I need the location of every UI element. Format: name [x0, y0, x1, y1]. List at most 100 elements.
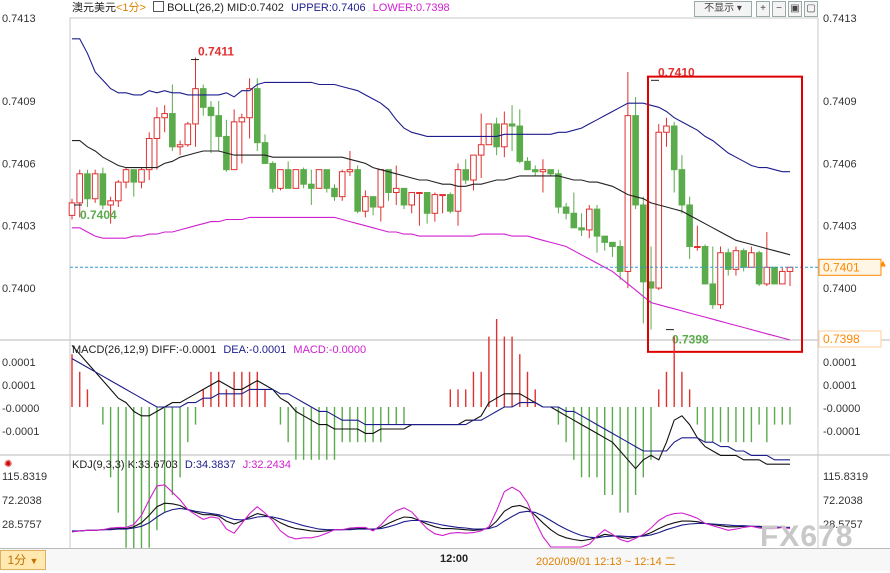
chevron-down-icon: ▾: [736, 3, 742, 14]
period-button-label: 1分: [7, 553, 27, 567]
kdj-j: J:32.2434: [242, 459, 292, 471]
candle-body: [601, 235, 609, 243]
candle-body: [640, 204, 647, 283]
candle-body: [732, 250, 740, 270]
candle-body: [408, 192, 415, 206]
macd-dea: DEA:-0.0001: [223, 344, 287, 356]
candle-body: [547, 169, 554, 175]
candle-body: [253, 88, 261, 144]
time-label: 12:00: [440, 553, 469, 565]
candle-body: [369, 196, 377, 208]
y-tick-label-right: 0.7409: [823, 96, 857, 108]
candle-body: [585, 208, 593, 231]
candle-body: [284, 169, 292, 189]
candle-body: [192, 88, 199, 125]
candle-body: [462, 169, 470, 181]
y-tick-label-right: 0.7413: [823, 13, 857, 25]
y-tick-label: 0.7403: [2, 221, 36, 233]
price-annotation: 0.7404: [80, 208, 117, 222]
kdj-y-tick: 72.2038: [2, 495, 42, 507]
candle-body: [709, 283, 717, 306]
macd-y-tick-right: 0.0001: [823, 380, 857, 392]
watermark-logo: FX678: [760, 520, 854, 553]
kdj-d: D:34.3837: [184, 459, 236, 471]
candle-body: [562, 206, 570, 214]
instrument-name[interactable]: 澳元美元: [72, 2, 116, 14]
macd-legend: MACD(26,12,9) DIFF:-0.0001 DEA:-0.0001 M…: [72, 343, 366, 358]
boll-lower: LOWER:0.7398: [372, 2, 450, 14]
display-select[interactable]: 不显示 ▾: [694, 1, 752, 17]
zoom-in-icon[interactable]: +: [756, 1, 770, 17]
candle-body: [346, 169, 354, 173]
candle-body: [431, 194, 439, 214]
candle-body: [153, 117, 161, 139]
candle-body: [516, 125, 524, 162]
boll-upper-line: [72, 38, 790, 173]
candle-body: [717, 252, 724, 306]
zoom-out-icon[interactable]: −: [772, 1, 786, 17]
candle-body: [470, 154, 477, 181]
candle-body: [184, 123, 192, 146]
candle-body: [439, 194, 446, 197]
candle-body: [130, 169, 138, 183]
restore-icon[interactable]: ▢: [804, 1, 818, 17]
candle-body: [454, 169, 462, 212]
y-tick-label: 0.7400: [2, 283, 36, 295]
candle-body: [199, 88, 207, 108]
period-label[interactable]: <1分>: [116, 2, 146, 14]
candle-body: [632, 115, 639, 206]
period-button[interactable]: 1分 ▼: [0, 550, 46, 570]
candle-body: [748, 252, 755, 268]
kdj-d-line: [72, 507, 790, 539]
candle-body: [423, 192, 431, 214]
candle-body: [447, 194, 454, 212]
candle-body: [531, 169, 539, 173]
candle-body: [292, 169, 300, 189]
candle-body: [609, 241, 616, 248]
candle-body: [261, 142, 269, 164]
current-price-tag: [818, 258, 882, 276]
candle-body: [663, 125, 670, 133]
macd-value: MACD:-0.0000: [293, 344, 367, 356]
candle-body: [377, 169, 385, 208]
expand-icon[interactable]: ▣: [788, 1, 802, 17]
y-tick-label-right: 0.7403: [823, 221, 857, 233]
boll-mid: MID:0.7402: [227, 2, 284, 14]
candle-body: [570, 212, 578, 229]
y-tick-label-right: 0.7400: [823, 283, 857, 295]
chevron-down-icon: ▼: [29, 556, 39, 566]
candle-body: [771, 266, 778, 285]
candle-body: [539, 169, 547, 173]
macd-dea-line: [71, 358, 790, 461]
display-select-value: 不显示: [704, 3, 735, 14]
candle-body: [308, 183, 315, 189]
price-annotation: 0.7411: [198, 45, 234, 59]
candle-body: [323, 169, 331, 189]
kdj-legend: KDJ(9,3,3) K:33.6703 D:34.3837 J:32.2434: [72, 458, 291, 473]
candle-body: [169, 113, 176, 148]
candle-body: [416, 192, 423, 195]
boll-lower-line: [72, 216, 791, 341]
kdj-y-tick-right: 72.2038: [823, 495, 863, 507]
candle-body: [145, 137, 153, 171]
kdj-y-tick-right: 115.8319: [823, 471, 868, 483]
candle-body: [647, 281, 655, 289]
candle-body: [400, 187, 408, 206]
candle-body: [230, 121, 238, 171]
macd-y-tick-right: -0.0000: [823, 403, 860, 415]
macd-diff: DIFF:-0.0001: [151, 344, 217, 356]
kdj-settings-icon[interactable]: ✺: [4, 459, 13, 470]
candle-body: [68, 202, 76, 216]
candle-body: [778, 270, 786, 285]
candle-body: [331, 187, 338, 198]
candle-body: [115, 181, 122, 202]
candle-body: [670, 125, 678, 171]
up-arrow-icon: ▲: [878, 258, 888, 269]
candle-body: [215, 115, 222, 137]
candle-body: [84, 173, 91, 200]
candle-body: [555, 173, 562, 208]
candle-body: [616, 246, 624, 272]
candle-body: [655, 131, 663, 289]
kdj-title: KDJ(9,3,3): [72, 459, 125, 471]
